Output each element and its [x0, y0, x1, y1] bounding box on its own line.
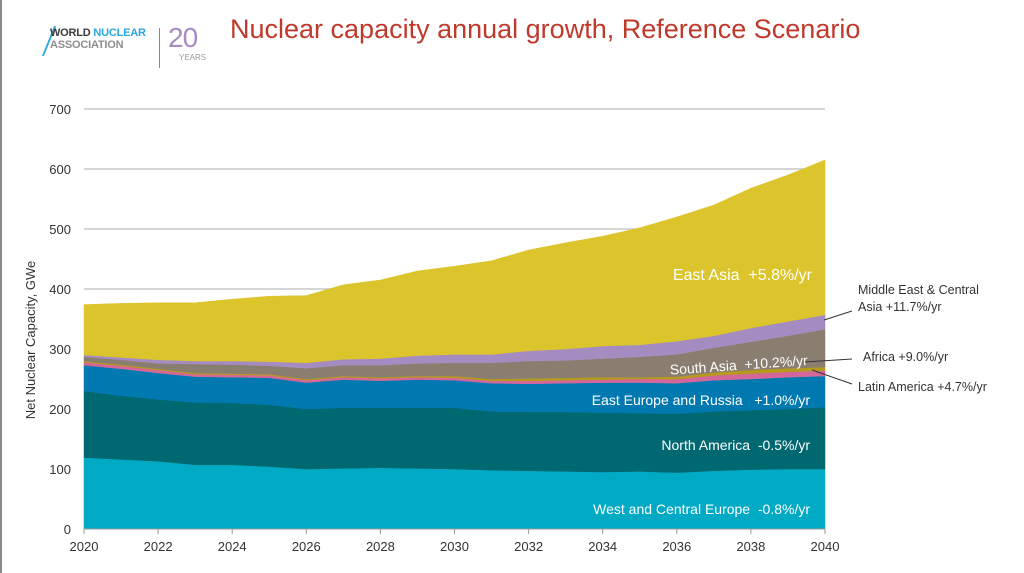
logo-anniversary-number: 20 — [168, 22, 198, 53]
x-tick-label-2034: 2034 — [588, 539, 617, 554]
x-tick-label-2036: 2036 — [662, 539, 691, 554]
callout-me-line1: Middle East & Central — [858, 283, 979, 297]
callout-leader-lines — [804, 310, 853, 385]
x-tick-label-2020: 2020 — [70, 539, 99, 554]
world-nuclear-association-logo: WORLD NUCLEAR ASSOCIATION 20 YEARS — [36, 18, 216, 68]
leader-latin-america — [811, 369, 853, 385]
y-tick-label-400: 400 — [49, 282, 71, 297]
y-tick-label-500: 500 — [49, 222, 71, 237]
label-east-asia: East Asia +5.8%/yr — [673, 267, 813, 284]
y-tick-label-600: 600 — [49, 162, 71, 177]
x-tick-label-2028: 2028 — [366, 539, 395, 554]
x-tick-label-2024: 2024 — [218, 539, 247, 554]
x-tick-label-2038: 2038 — [736, 539, 765, 554]
y-tick-label-300: 300 — [49, 342, 71, 357]
callout-latin-america: Latin America +4.7%/yr — [858, 380, 987, 394]
logo-years-text: YEARS — [179, 53, 207, 62]
x-tick-label-2026: 2026 — [292, 539, 321, 554]
leader-middle-east — [823, 310, 853, 321]
logo-divider — [159, 28, 160, 68]
logo-world-text: WORLD — [50, 27, 94, 39]
x-tick-label-2022: 2022 — [144, 539, 173, 554]
logo-line1: WORLD NUCLEAR — [50, 27, 146, 39]
area-east-asia — [83, 159, 826, 364]
x-tick-label-2030: 2030 — [440, 539, 469, 554]
callout-me-line2: Asia +11.7%/yr — [858, 300, 942, 314]
callout-africa: Africa +9.0%/yr — [863, 350, 949, 364]
y-tick-label-200: 200 — [49, 402, 71, 417]
label-east-europe-russia: East Europe and Russia +1.0%/yr — [592, 392, 811, 408]
logo-association-text: ASSOCIATION — [50, 39, 124, 51]
label-north-america: North America -0.5%/yr — [661, 437, 810, 453]
label-west-central-europe: West and Central Europe -0.8%/yr — [593, 501, 810, 517]
axes: 0 100 200 300 400 500 600 700 2020 2022 2024 2026 20… — [49, 102, 839, 554]
area-series — [83, 159, 826, 530]
slide-left-border — [0, 0, 2, 573]
y-tick-label-100: 100 — [49, 462, 71, 477]
y-tick-label-700: 700 — [49, 102, 71, 117]
y-tick-label-0: 0 — [64, 522, 71, 537]
x-tick-label-2032: 2032 — [514, 539, 543, 554]
x-tick-label-2040: 2040 — [811, 539, 840, 554]
y-axis-label: Net Nuclear Capacity, GWe — [23, 261, 38, 419]
slide-title: Nuclear capacity annual growth, Referenc… — [230, 14, 861, 44]
callout-middle-east-central-asia: Middle East & Central Asia +11.7%/yr — [858, 282, 979, 316]
leader-africa — [804, 358, 853, 363]
logo-nuclear-text: NUCLEAR — [93, 27, 146, 39]
